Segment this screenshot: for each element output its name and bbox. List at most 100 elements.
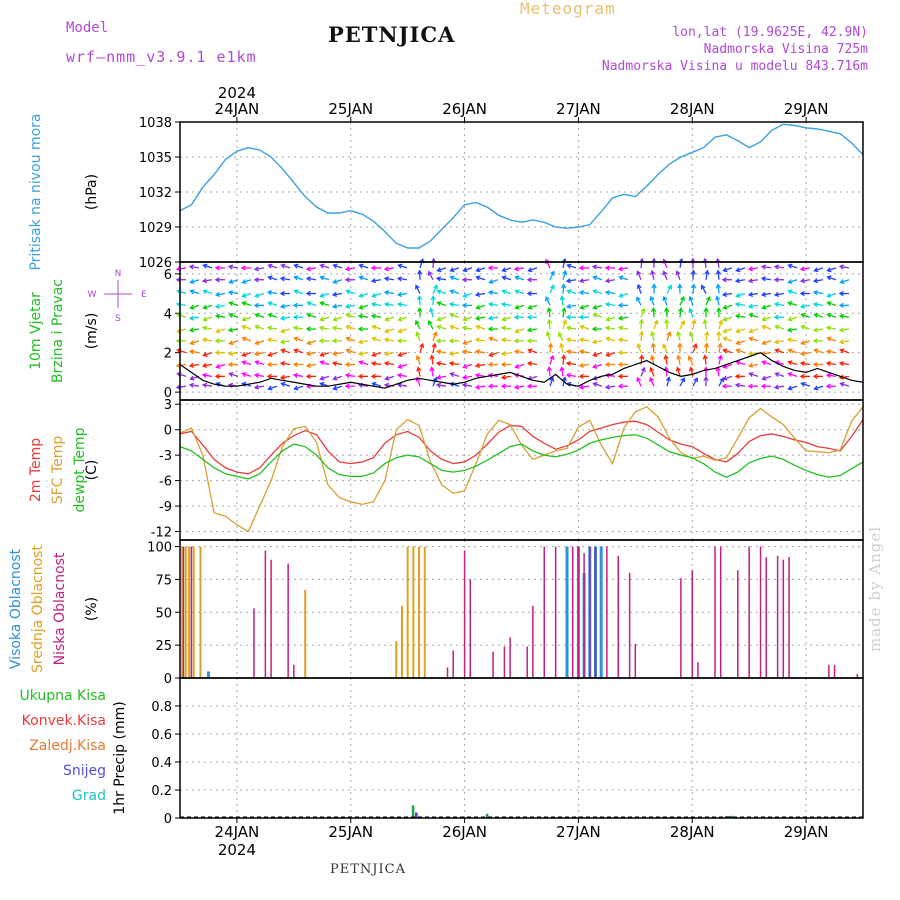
wind-arrow-head [267, 312, 273, 318]
wind-arrow [203, 290, 213, 295]
wind-arrow-head [432, 331, 438, 337]
wind-arrow [489, 352, 499, 357]
panel-unit: (%) [84, 597, 100, 621]
wind-arrow-head [254, 292, 260, 298]
wind-arrow-head [676, 330, 682, 337]
wind-arrow [385, 291, 395, 295]
y-tick-label: 1038 [139, 116, 172, 131]
wind-arrow [704, 258, 707, 268]
wind-arrow-head [666, 331, 672, 337]
wind-arrow [476, 363, 486, 367]
wind-arrow [489, 291, 499, 295]
wind-arrow-head [201, 337, 208, 343]
wind-arrow [718, 377, 724, 387]
wind-arrow-head [717, 354, 723, 360]
precip-bar [414, 812, 418, 818]
wind-arrow-head [636, 296, 641, 302]
wind-arrow [333, 326, 343, 330]
wind-arrow [593, 290, 603, 295]
y-tick-label: 0.6 [151, 728, 172, 743]
wind-arrow [814, 279, 824, 282]
wind-arrow-head [383, 301, 390, 308]
wind-arrow-head [760, 264, 767, 270]
precip-legend-item: Zaledj.Kisa [29, 738, 106, 754]
wind-arrow [788, 264, 798, 269]
wind-arrow [203, 316, 213, 321]
wind-arrow [652, 308, 655, 318]
model-name: wrf—nmm_v3.9.1 e1km [66, 48, 257, 66]
wind-arrow [320, 375, 330, 380]
wind-arrow-head [448, 338, 454, 344]
wind-arrow-head [267, 263, 273, 269]
wind-arrow [333, 375, 343, 380]
wind-arrow-head [215, 328, 221, 334]
wind-arrow-head [838, 339, 845, 345]
wind-arrow-head [722, 267, 728, 273]
wind-arrow-head [202, 289, 208, 295]
wind-arrow [242, 352, 252, 357]
wind-arrow-head [474, 291, 481, 298]
wind-arrow [359, 361, 369, 366]
wind-arrow-head [703, 375, 709, 381]
wind-arrow-head [560, 283, 567, 289]
cloud-bar [606, 546, 608, 678]
wind-arrow [775, 292, 785, 296]
wind-arrow-head [449, 267, 455, 273]
wind-arrow-head [305, 266, 312, 272]
wind-arrow [562, 270, 567, 280]
wind-arrow [801, 352, 811, 355]
wind-arrow-head [748, 328, 754, 334]
wind-arrow [268, 264, 278, 269]
wind-arrow-head [332, 385, 338, 391]
wind-arrow [619, 338, 629, 342]
wind-arrow-head [306, 301, 312, 307]
wind-arrow [320, 326, 330, 330]
wind-arrow-head [617, 361, 623, 368]
wind-arrow-head [227, 290, 234, 296]
wind-arrow-head [722, 336, 728, 342]
wind-arrow [840, 265, 850, 269]
wind-arrow [692, 377, 698, 387]
wind-arrow [385, 277, 395, 281]
wind-arrow [827, 267, 837, 272]
wind-arrow-head [513, 338, 519, 344]
wind-arrow-head [638, 354, 645, 360]
wind-arrow [502, 267, 512, 272]
wind-arrow-head [650, 342, 656, 348]
wind-arrow [415, 320, 421, 330]
wind-arrow [385, 328, 395, 333]
wind-arrow [203, 384, 213, 387]
wind-arrow-head [461, 374, 468, 380]
wind-arrow-head [267, 275, 273, 281]
wind-arrow-head [241, 352, 247, 358]
wind-arrow-head [526, 314, 532, 320]
wind-arrow-head [449, 312, 455, 318]
direction-legend-s: S [115, 314, 121, 324]
wind-arrow [528, 362, 538, 366]
y-tick-label: 50 [155, 606, 172, 621]
wind-arrow [203, 338, 213, 342]
wind-arrow [268, 291, 278, 295]
wind-arrow-head [649, 366, 655, 373]
wind-arrow [717, 284, 720, 294]
wind-arrow-head [396, 382, 403, 388]
wind-arrow-head [799, 373, 805, 379]
wind-arrow-head [417, 269, 423, 275]
wind-arrow [346, 304, 356, 308]
wind-arrow [502, 303, 512, 307]
wind-arrow [476, 316, 486, 320]
wind-arrow-head [448, 301, 455, 308]
wind-arrow [268, 313, 278, 318]
wind-arrow [650, 296, 655, 306]
wind-arrow [840, 279, 850, 284]
wind-arrow [528, 328, 538, 332]
wind-arrow-head [636, 376, 642, 382]
wind-arrow-head [416, 366, 422, 372]
wind-arrow [437, 277, 447, 281]
cloud-bar [190, 546, 193, 678]
cloud-bar [748, 546, 750, 678]
wind-arrow [775, 325, 785, 330]
cloud-bar [719, 546, 722, 678]
wind-arrow [216, 315, 226, 318]
wind-arrow-head [462, 363, 468, 369]
